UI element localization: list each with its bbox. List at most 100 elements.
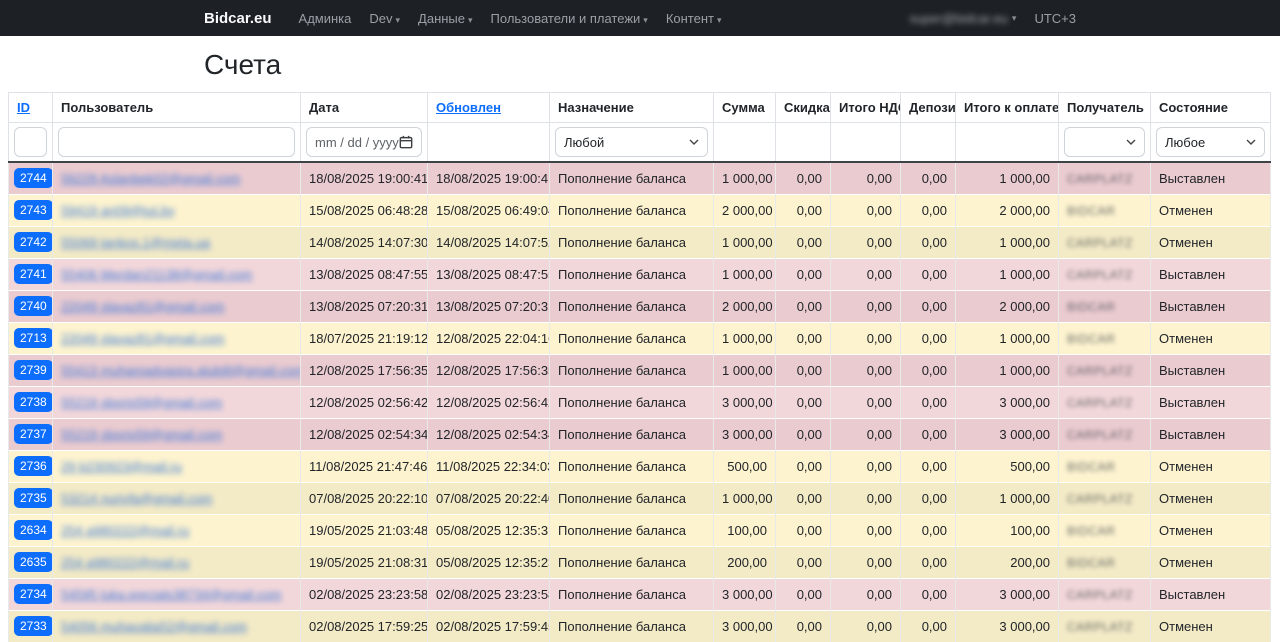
user-link-blurred[interactable]: 29 b230923@mail.ru — [61, 458, 182, 474]
navbar-item[interactable]: Данные ▾ — [418, 10, 473, 26]
user-link-blurred[interactable]: 55069 tankos.1@meta.ua — [61, 234, 211, 250]
invoice-id-badge[interactable]: 2735 — [14, 488, 52, 508]
purpose-cell: Пополнение баланса — [549, 353, 714, 386]
deposit-cell: 0,00 — [900, 321, 956, 354]
timezone-label: UTC+3 — [1034, 10, 1076, 26]
date-cell: 12/08/2025 02:56:42 — [300, 385, 428, 418]
purpose-filter-select[interactable]: Любой — [555, 127, 708, 157]
user-link-blurred[interactable]: 254 a980222@mail.ru — [61, 554, 190, 570]
invoice-id-badge[interactable]: 2738 — [14, 392, 52, 412]
amount-cell: 3 000,00 — [713, 577, 776, 610]
date-cell: 11/08/2025 21:47:46 — [300, 449, 428, 482]
user-link-blurred[interactable]: 56229 Aslanbek02@gmail.com — [61, 170, 241, 186]
invoice-id-badge[interactable]: 2713 — [14, 328, 52, 348]
invoice-id-badge[interactable]: 2743 — [14, 200, 52, 220]
user-link-blurred[interactable]: 54056 muhavalia52@gmail.com — [61, 618, 247, 634]
state-cell: Отменен — [1150, 225, 1271, 258]
receiver-cell-blurred: BIDCAR — [1067, 459, 1116, 474]
total-cell: 3 000,00 — [955, 609, 1059, 642]
updated-cell: 13/08/2025 08:47:55 — [427, 257, 550, 290]
date-cell: 07/08/2025 20:22:10 — [300, 481, 428, 514]
calendar-icon[interactable] — [399, 135, 413, 149]
user-link-blurred[interactable]: 22049 slavaz81@gmail.com — [61, 330, 225, 346]
invoice-id-badge[interactable]: 2733 — [14, 616, 52, 637]
invoice-row: 2737 55219 sboris59@gmail.com 12/08/2025… — [8, 417, 1271, 450]
invoice-id-badge[interactable]: 2736 — [14, 456, 52, 476]
invoice-id-badge[interactable]: 2742 — [14, 232, 52, 252]
receiver-filter-select[interactable] — [1064, 127, 1145, 157]
updated-cell: 12/08/2025 02:54:34 — [427, 417, 550, 450]
discount-cell: 0,00 — [775, 513, 831, 546]
purpose-cell: Пополнение баланса — [549, 449, 714, 482]
date-cell: 12/08/2025 02:54:34 — [300, 417, 428, 450]
user-link-blurred[interactable]: 22049 slavaz81@gmail.com — [61, 298, 225, 314]
date-cell: 12/08/2025 17:56:35 — [300, 353, 428, 386]
chevron-down-icon: ▾ — [1011, 12, 1017, 23]
discount-cell: 0,00 — [775, 545, 831, 578]
amount-cell: 1 000,00 — [713, 353, 776, 386]
total-filter-empty — [955, 122, 1059, 163]
invoice-row: 2741 55406 Merdan21138@gmail.com 13/08/2… — [8, 257, 1271, 290]
receiver-cell-blurred: CARPLATZ — [1067, 171, 1133, 186]
navbar-item[interactable]: Dev ▾ — [369, 10, 401, 26]
invoice-id-badge[interactable]: 2744 — [14, 168, 52, 189]
state-cell: Выставлен — [1150, 577, 1271, 610]
invoice-id-badge[interactable]: 2634 — [14, 520, 52, 540]
navbar-item[interactable]: Контент ▾ — [665, 10, 722, 26]
deposit-cell: 0,00 — [900, 289, 956, 322]
navbar-item[interactable]: Админка — [298, 10, 352, 26]
user-link-blurred[interactable]: 55219 sboris59@gmail.com — [61, 426, 223, 442]
vat-cell: 0,00 — [830, 257, 901, 290]
sort-id-link[interactable]: ID — [17, 100, 30, 115]
state-cell: Отменен — [1150, 545, 1271, 578]
user-link-blurred[interactable]: 254 a980222@mail.ru — [61, 522, 190, 538]
purpose-cell: Пополнение баланса — [549, 321, 714, 354]
user-link-blurred[interactable]: 59419 an09@tut.by — [61, 202, 175, 218]
updated-cell: 14/08/2025 14:07:52 — [427, 225, 550, 258]
state-filter-select[interactable]: Любое — [1156, 127, 1265, 157]
amount-cell: 2 000,00 — [713, 193, 776, 226]
state-cell: Отменен — [1150, 321, 1271, 354]
invoice-id-badge[interactable]: 2737 — [14, 424, 52, 444]
chevron-down-icon — [689, 139, 699, 145]
id-filter-input[interactable] — [14, 127, 47, 157]
state-cell: Отменен — [1150, 193, 1271, 226]
invoice-row: 2738 55219 sboris59@gmail.com 12/08/2025… — [8, 385, 1271, 418]
invoice-id-badge[interactable]: 2635 — [14, 552, 52, 572]
col-header-user: Пользователь — [52, 92, 301, 123]
updated-cell: 05/08/2025 12:35:31 — [427, 513, 550, 546]
user-link-blurred[interactable]: 54595 luka.precials38734@gmail.com — [61, 586, 282, 602]
deposit-cell: 0,00 — [900, 481, 956, 514]
invoice-id-badge[interactable]: 2739 — [14, 360, 52, 380]
user-link-blurred[interactable]: 55406 Merdan21138@gmail.com — [61, 266, 253, 282]
discount-cell: 0,00 — [775, 385, 831, 418]
user-filter-input[interactable] — [58, 127, 295, 157]
purpose-cell: Пополнение баланса — [549, 545, 714, 578]
user-menu[interactable]: super@bidcar.eu ▾ — [909, 11, 1016, 26]
vat-cell: 0,00 — [830, 609, 901, 642]
updated-cell: 11/08/2025 22:34:03 — [427, 449, 550, 482]
date-placeholder: mm / dd / yyyy — [315, 134, 399, 150]
user-link-blurred[interactable]: 55413 muhamadvasira.alubi8@gmail.com — [61, 362, 301, 378]
col-header-vat: Итого НДС — [830, 92, 901, 123]
navbar-item[interactable]: Пользователи и платежи ▾ — [490, 10, 648, 26]
vat-cell: 0,00 — [830, 449, 901, 482]
invoice-row: 2736 29 b230923@mail.ru 11/08/2025 21:47… — [8, 449, 1271, 482]
updated-cell: 18/08/2025 19:00:41 — [427, 161, 550, 194]
invoice-id-badge[interactable]: 2734 — [14, 584, 52, 604]
vat-cell: 0,00 — [830, 353, 901, 386]
invoice-id-badge[interactable]: 2741 — [14, 264, 52, 284]
user-link-blurred[interactable]: 55219 sboris59@gmail.com — [61, 394, 223, 410]
receiver-cell-blurred: BIDCAR — [1067, 555, 1116, 570]
user-link-blurred[interactable]: 53214 nuriyfa@gmail.com — [61, 490, 213, 506]
invoice-row: 2735 53214 nuriyfa@gmail.com 07/08/2025 … — [8, 481, 1271, 514]
invoice-id-badge[interactable]: 2740 — [14, 296, 52, 316]
date-filter-input[interactable]: mm / dd / yyyy — [306, 127, 422, 157]
amount-cell: 1 000,00 — [713, 321, 776, 354]
date-cell: 14/08/2025 14:07:30 — [300, 225, 428, 258]
sort-updated-link[interactable]: Обновлен — [436, 100, 501, 115]
col-header-deposit: Депозит — [900, 92, 956, 123]
brand-link[interactable]: Bidcar.eu — [204, 9, 272, 27]
state-cell: Выставлен — [1150, 289, 1271, 322]
amount-cell: 1 000,00 — [713, 161, 776, 194]
